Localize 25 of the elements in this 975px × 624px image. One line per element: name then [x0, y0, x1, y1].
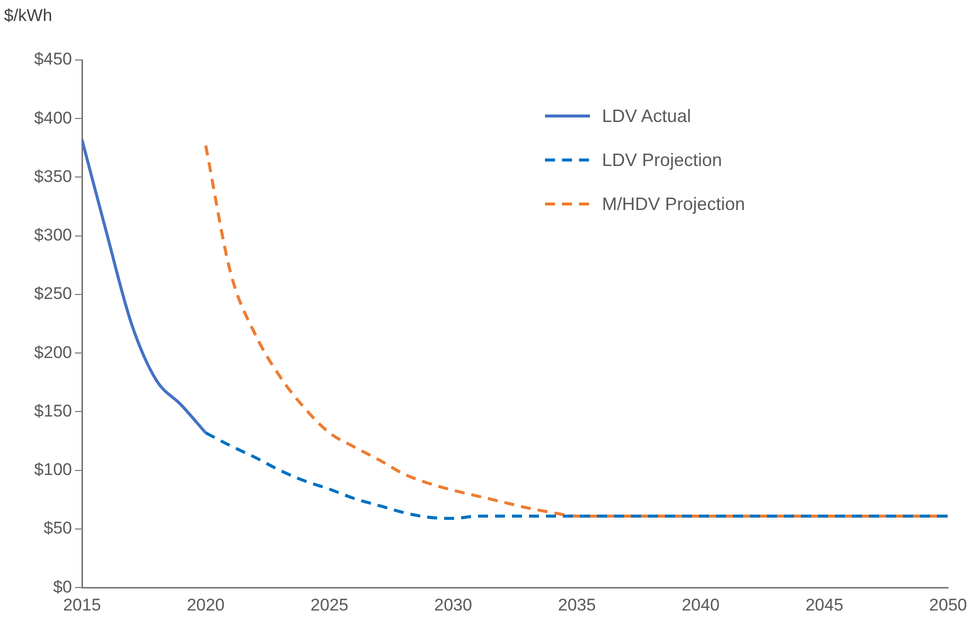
x-tick-label: 2040	[682, 595, 720, 614]
x-tick-label: 2050	[929, 595, 968, 614]
legend-label: LDV Projection	[602, 150, 722, 170]
y-tick-label: $450	[34, 50, 72, 69]
x-tick-label: 2020	[186, 595, 225, 614]
y-tick-label: $50	[44, 518, 72, 538]
x-tick-label: 2035	[558, 595, 596, 614]
y-tick-label: $250	[34, 284, 72, 304]
y-tick-label: $150	[34, 401, 72, 420]
x-tick-label: 2025	[310, 595, 348, 614]
y-tick-label: $300	[34, 226, 72, 245]
x-tick-label: 2030	[434, 595, 472, 614]
y-tick-label: $0	[53, 577, 72, 596]
y-tick-label: $100	[34, 460, 72, 480]
line-series	[204, 431, 948, 520]
line-series	[204, 144, 948, 518]
legend-label: M/HDV Projection	[602, 194, 745, 214]
y-tick-label: $200	[34, 342, 72, 362]
x-tick-label: 2015	[63, 595, 101, 614]
x-tick-label: 2045	[805, 595, 844, 614]
y-axis-title: $/kWh	[4, 6, 52, 26]
legend-label: LDV Actual	[602, 106, 692, 126]
line-series	[82, 138, 208, 434]
y-tick-label: $400	[34, 108, 72, 128]
y-tick-label: $350	[34, 166, 72, 186]
